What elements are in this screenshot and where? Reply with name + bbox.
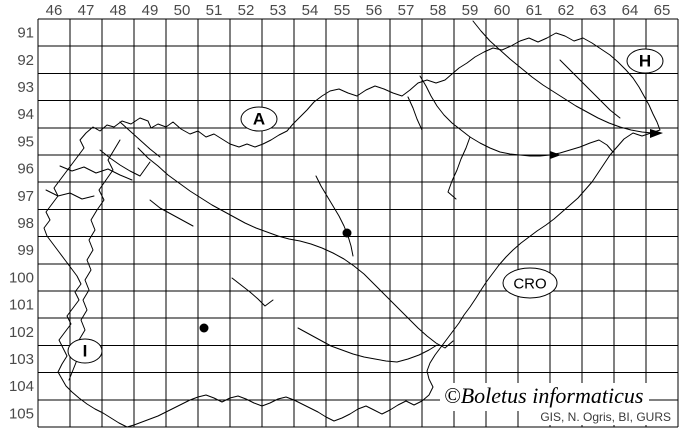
grid-col-label: 61 xyxy=(526,2,543,19)
map-path-river-ledava xyxy=(559,59,621,119)
grid-row-label: 105 xyxy=(9,405,34,422)
grid-row-label: 94 xyxy=(17,106,34,123)
grid-row-label: 102 xyxy=(9,324,34,341)
country-label-croatia: CRO xyxy=(513,276,546,293)
grid-row-labels: 91 92 93 94 95 96 97 98 99 100 101 102 103 104 105 xyxy=(9,25,34,423)
grid-col-label: 46 xyxy=(46,2,63,19)
grid-row-label: 91 xyxy=(17,25,34,42)
country-label-hungary: H xyxy=(639,52,651,71)
occurrence-dot xyxy=(199,323,209,333)
grid-col-label: 58 xyxy=(430,2,447,19)
grid-row-label: 97 xyxy=(17,188,34,205)
map-path-nw-tributary-1 xyxy=(59,165,133,181)
grid-col-label: 65 xyxy=(654,2,671,19)
occurrence-points-layer xyxy=(199,228,352,333)
grid-row-label: 100 xyxy=(9,269,34,286)
grid-col-label: 52 xyxy=(238,2,255,19)
grid-row-label: 96 xyxy=(17,161,34,178)
country-label-austria: A xyxy=(253,110,265,129)
map-path-slovenia-border xyxy=(43,32,661,428)
grid-row-label: 93 xyxy=(17,79,34,96)
grid-col-label: 50 xyxy=(174,2,191,19)
grid-row-label: 98 xyxy=(17,215,34,232)
map-path-upper-sava-tributary xyxy=(149,199,194,227)
grid-col-labels: 46 47 48 49 50 51 52 53 54 55 56 57 58 59 60 61 62 63 64 65 xyxy=(46,2,671,19)
grid-col-label: 47 xyxy=(78,2,95,19)
grid-row-label: 99 xyxy=(17,242,34,259)
map-path-nw-tributary-2 xyxy=(45,189,95,200)
grid-col-label: 60 xyxy=(494,2,511,19)
map-path-river-meza xyxy=(407,96,423,131)
grid-col-label: 64 xyxy=(622,2,639,19)
mura-outflow-arrow xyxy=(650,129,663,138)
map-path-river-sava-dolinka xyxy=(119,121,161,158)
grid-col-label: 51 xyxy=(206,2,223,19)
map-path-river-sava xyxy=(137,147,454,349)
map-path-river-dravinja xyxy=(447,136,471,200)
map-lines-layer xyxy=(43,20,661,428)
grid-row-label: 104 xyxy=(9,378,34,395)
grid-col-label: 55 xyxy=(334,2,351,19)
grid-lines-layer xyxy=(37,18,679,428)
country-ellipse-italy xyxy=(67,338,103,364)
grid-col-label: 63 xyxy=(590,2,607,19)
occurrence-dot xyxy=(342,228,352,238)
drava-flow-arrow xyxy=(550,151,561,159)
map-path-river-ljubljanica xyxy=(231,277,274,307)
country-label-italy: I xyxy=(83,342,88,361)
grid-row-label: 101 xyxy=(9,297,34,314)
grid-row-label: 92 xyxy=(17,52,34,69)
map-path-river-krka xyxy=(297,327,438,363)
grid-col-label: 54 xyxy=(302,2,319,19)
country-labels-layer: A H CRO I xyxy=(67,48,664,364)
grid-row-label: 95 xyxy=(17,133,34,150)
country-ellipse-hungary xyxy=(626,48,664,74)
map-path-river-savinja xyxy=(315,175,354,257)
map-path-river-mura xyxy=(472,20,653,134)
grid-col-label: 48 xyxy=(110,2,127,19)
grid-row-label: 103 xyxy=(9,351,34,368)
flow-arrows-layer xyxy=(550,129,663,159)
country-ellipse-croatia xyxy=(502,267,558,299)
grid-col-label: 59 xyxy=(462,2,479,19)
grid-col-label: 62 xyxy=(558,2,575,19)
grid-col-label: 57 xyxy=(398,2,415,19)
country-ellipse-austria xyxy=(240,106,278,132)
attribution-text: GIS, N. Ogris, BI, GURS xyxy=(535,410,676,426)
copyright-text: ©Boletus informaticus xyxy=(440,383,650,412)
grid-col-label: 53 xyxy=(270,2,287,19)
map-path-river-sava-bohinjka xyxy=(99,149,151,177)
map-path-river-drava xyxy=(419,75,614,157)
grid-col-label: 49 xyxy=(142,2,159,19)
grid-col-label: 56 xyxy=(366,2,383,19)
